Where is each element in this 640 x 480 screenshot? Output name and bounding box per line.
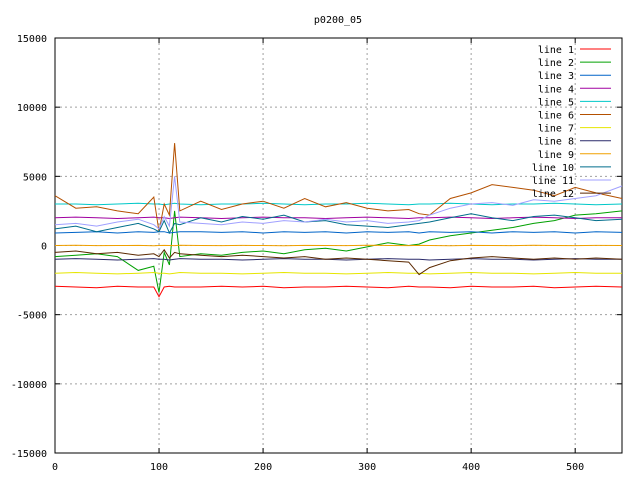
series-line-7: [54, 271, 622, 275]
legend-label: line 7: [538, 124, 574, 135]
series-line-11: [54, 176, 623, 230]
legend-label: line 9: [538, 150, 574, 161]
chart-title: p0200_05: [314, 15, 362, 26]
series-line-4: [54, 216, 622, 220]
y-tick-label: 15000: [17, 34, 47, 45]
x-tick-label: 100: [150, 462, 168, 473]
legend-label: line 5: [538, 97, 574, 108]
x-tick-label: 200: [254, 462, 272, 473]
series-line-9: [54, 244, 623, 247]
grid: [55, 38, 622, 453]
x-tick-label: 500: [566, 462, 584, 473]
legend-label: line 3: [538, 71, 574, 82]
legend-label: line 1: [538, 45, 574, 56]
series-group: [54, 143, 623, 298]
x-axis-ticks: 0 100 200 300 400 500: [52, 38, 584, 473]
y-tick-label: 10000: [17, 103, 47, 114]
legend-label: line 2: [538, 58, 574, 69]
legend-label: line 8: [538, 137, 574, 148]
x-tick-label: 0: [52, 462, 58, 473]
legend-label: line 10: [532, 163, 574, 174]
y-axis-ticks: 15000 10000 5000 0 -5000 -10000 -15000: [11, 34, 622, 460]
y-tick-label: 5000: [23, 172, 47, 183]
series-line-3: [54, 231, 623, 234]
series-line-8: [54, 258, 622, 261]
y-tick-label: -5000: [17, 311, 47, 322]
legend-label: line 4: [538, 84, 574, 95]
series-line-1: [54, 285, 623, 298]
y-tick-label: -15000: [11, 449, 47, 460]
y-tick-label: -10000: [11, 380, 47, 391]
y-tick-label: 0: [41, 242, 47, 253]
x-tick-label: 400: [462, 462, 480, 473]
series-line-6: [54, 143, 623, 232]
x-tick-label: 300: [358, 462, 376, 473]
series-line-2: [54, 210, 623, 293]
legend-label: line 12: [532, 189, 574, 200]
series-line-12: [54, 248, 623, 276]
legend-label: line 6: [538, 111, 574, 122]
legend-label: line 11: [532, 176, 574, 187]
legend: line 1 line 2 line 3 line 4 line 5 line 6 line…: [532, 45, 611, 200]
